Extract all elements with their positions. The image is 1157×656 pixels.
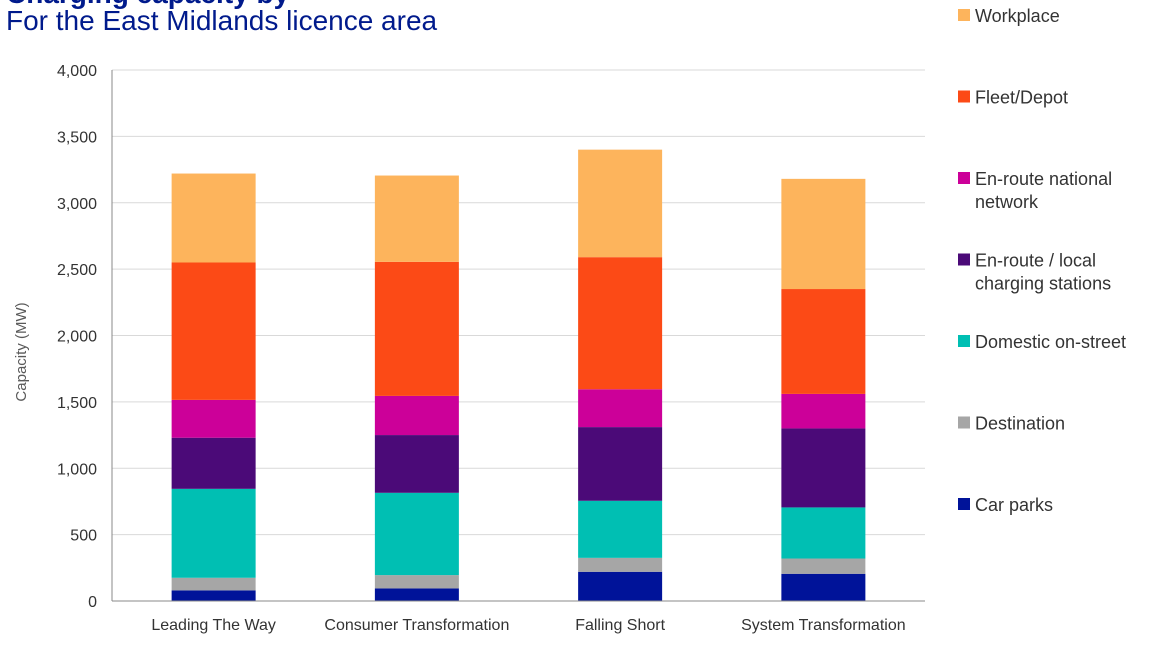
bar-segment — [578, 500, 663, 558]
y-tick-label: 1,500 — [57, 395, 97, 412]
legend-label: En-route national network — [975, 169, 1112, 212]
bar-segment — [781, 573, 866, 601]
bar-segment — [374, 175, 459, 262]
y-tick-label: 2,000 — [57, 329, 97, 346]
bar-segment — [781, 393, 866, 429]
bar-segment — [578, 571, 663, 601]
legend-label: Workplace — [975, 6, 1060, 26]
y-tick-label: 3,000 — [57, 196, 97, 213]
y-tick-labels: 0 500 1,000 1,500 2,000 2,500 3,000 3,500 4,000 — [57, 63, 97, 611]
legend-swatch — [958, 335, 970, 347]
bar-segment — [578, 557, 663, 572]
y-tick-label: 4,000 — [57, 63, 97, 80]
chart-subtitle: For the East Midlands licence area — [6, 5, 438, 36]
legend-swatch — [958, 498, 970, 510]
bar-segment — [374, 575, 459, 589]
bar-segment — [171, 590, 256, 601]
bar-segment — [578, 427, 663, 501]
legend-swatch — [958, 90, 970, 103]
y-axis-label: Capacity (MW) — [13, 302, 30, 401]
y-tick-label: 3,500 — [57, 129, 97, 146]
bar-segment — [171, 577, 256, 591]
legend-swatch — [958, 172, 970, 184]
bar-segment — [578, 149, 663, 258]
bar-segment — [374, 588, 459, 601]
chart-title: Charging capacity by — [6, 0, 289, 10]
y-tick-label: 2,500 — [57, 262, 97, 279]
bar-segment — [171, 399, 256, 438]
x-category-label: Leading The Way — [151, 617, 276, 634]
bars — [171, 149, 866, 601]
legend-label: Domestic on-street — [975, 332, 1126, 352]
y-tick-label: 1,000 — [57, 461, 97, 478]
bar-segment — [171, 173, 256, 263]
x-category-labels: Leading The Way Consumer Transformation Fa… — [151, 617, 905, 634]
bar-segment — [781, 428, 866, 508]
x-category-label: Falling Short — [575, 617, 665, 634]
bar-segment — [781, 178, 866, 290]
y-tick-label: 0 — [88, 594, 97, 611]
bar-segment — [781, 558, 866, 574]
y-tick-label: 500 — [70, 528, 97, 545]
legend-label: Fleet/Depot — [975, 88, 1068, 108]
legend-swatch — [958, 9, 970, 21]
legend-label: En-route / local charging stations — [975, 251, 1111, 294]
legend-label: Destination — [975, 414, 1065, 434]
x-category-label: System Transformation — [741, 617, 906, 634]
legend: Workplace Fleet/Depot En-route national net… — [958, 6, 1126, 515]
bar-segment — [374, 395, 459, 436]
bar-segment — [171, 488, 256, 578]
bar-segment — [781, 289, 866, 394]
bar-segment — [171, 262, 256, 400]
bar-segment — [781, 507, 866, 559]
bar-segment — [171, 437, 256, 489]
bar-segment — [374, 261, 459, 396]
bar-segment — [374, 435, 459, 493]
bar-segment — [374, 492, 459, 576]
x-category-label: Consumer Transformation — [324, 617, 509, 634]
legend-label: Car parks — [975, 495, 1053, 515]
bar-segment — [578, 389, 663, 428]
legend-swatch — [958, 253, 970, 266]
legend-swatch — [958, 416, 970, 429]
bar-segment — [578, 257, 663, 390]
